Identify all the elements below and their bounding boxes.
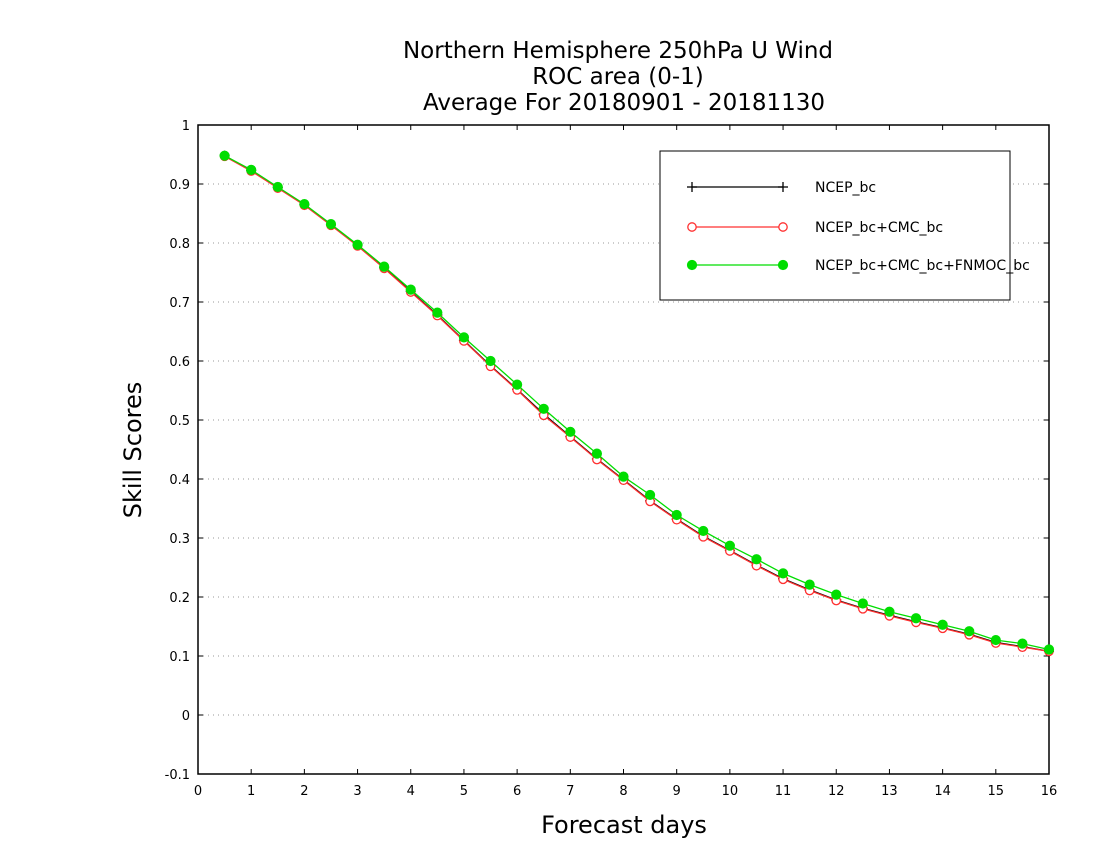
x-tick-label: 11 xyxy=(775,784,792,799)
y-tick-label: -0.1 xyxy=(165,768,190,783)
x-tick-label: 15 xyxy=(988,784,1005,799)
data-point xyxy=(591,448,603,459)
data-point xyxy=(272,181,283,193)
x-tick-label: 13 xyxy=(881,784,898,799)
legend-box xyxy=(659,150,1011,301)
data-point xyxy=(246,164,257,175)
legend-marker-start xyxy=(687,222,697,232)
y-tick-label: 0 xyxy=(182,709,190,724)
data-point xyxy=(937,619,948,630)
data-point xyxy=(352,239,363,250)
legend-marker-start xyxy=(687,182,697,192)
data-point xyxy=(857,598,868,609)
x-tick-label: 1 xyxy=(247,784,255,799)
x-axis-title: Forecast days xyxy=(541,811,707,839)
data-point xyxy=(884,606,895,617)
data-point xyxy=(565,426,576,437)
y-tick-label: 0.9 xyxy=(169,178,190,193)
y-tick-label: 0.2 xyxy=(169,591,190,606)
data-point xyxy=(777,568,789,579)
series-3 xyxy=(219,150,1055,655)
legend-items: NCEP_bc NCEP_bc+CMC_bc NCEP_bc+CMC_bc+FNMO… xyxy=(686,180,1030,274)
legend-label: NCEP_bc+CMC_bc xyxy=(815,220,943,236)
x-tick-label: 9 xyxy=(673,784,681,799)
title-line-1: Northern Hemisphere 250hPa U Wind xyxy=(403,38,833,64)
y-tick-label: 0.8 xyxy=(169,237,190,252)
data-point xyxy=(379,261,390,272)
data-point xyxy=(618,471,629,482)
y-tick-label: 0.3 xyxy=(169,532,190,547)
legend-item-3: NCEP_bc+CMC_bc+FNMOC_bc xyxy=(686,258,1030,274)
data-point xyxy=(1043,644,1055,655)
x-tick-label: 8 xyxy=(619,784,627,799)
legend-marker-start xyxy=(686,259,698,271)
legend-marker-end xyxy=(778,222,788,232)
axis-ticks: -0.100.10.20.30.40.50.60.70.80.910 1 2 3 4 5 6… xyxy=(165,119,1058,799)
data-point xyxy=(458,332,470,343)
y-tick-label: 0.1 xyxy=(169,650,190,665)
data-point xyxy=(964,626,975,637)
y-tick-label: 0.7 xyxy=(169,296,190,311)
y-tick-label: 0.4 xyxy=(169,473,190,488)
legend-item-1: NCEP_bc xyxy=(687,180,876,196)
data-point xyxy=(724,540,735,551)
chart-title: Northern Hemisphere 250hPa U Wind ROC ar… xyxy=(403,38,833,116)
series-layer xyxy=(219,150,1055,657)
x-tick-label: 5 xyxy=(460,784,468,799)
data-point xyxy=(698,525,709,537)
x-tick-label: 12 xyxy=(828,784,845,799)
data-point xyxy=(910,613,922,624)
x-tick-label: 16 xyxy=(1041,784,1058,799)
legend: NCEP_bc NCEP_bc+CMC_bc NCEP_bc+CMC_bc+FNMO… xyxy=(659,150,1030,301)
x-tick-label: 6 xyxy=(513,784,521,799)
legend-marker-end xyxy=(777,259,789,271)
legend-item-2: NCEP_bc+CMC_bc xyxy=(687,220,943,236)
data-point xyxy=(485,355,496,367)
legend-marker-end xyxy=(778,182,788,192)
data-point xyxy=(644,489,656,501)
legend-label: NCEP_bc+CMC_bc+FNMOC_bc xyxy=(815,258,1030,274)
data-point xyxy=(671,509,682,521)
y-tick-label: 0.6 xyxy=(169,355,190,370)
x-tick-label: 4 xyxy=(407,784,415,799)
data-point xyxy=(1017,638,1028,649)
data-point xyxy=(325,219,337,230)
data-point xyxy=(751,554,762,565)
x-tick-label: 10 xyxy=(722,784,739,799)
x-tick-label: 2 xyxy=(300,784,308,799)
x-tick-label: 3 xyxy=(353,784,361,799)
data-point xyxy=(538,403,549,414)
y-tick-label: 1 xyxy=(182,119,190,134)
data-point xyxy=(405,284,416,295)
legend-label: NCEP_bc xyxy=(815,180,876,196)
title-line-2: ROC area (0-1) xyxy=(532,64,704,90)
title-line-3: Average For 20180901 - 20181130 xyxy=(423,90,825,116)
data-point xyxy=(831,589,842,600)
data-point xyxy=(432,307,443,318)
x-tick-label: 14 xyxy=(934,784,951,799)
y-tick-label: 0.5 xyxy=(169,414,190,429)
x-tick-label: 0 xyxy=(194,784,202,799)
data-point xyxy=(512,379,523,390)
data-point xyxy=(219,150,230,161)
data-point xyxy=(299,198,310,210)
x-tick-label: 7 xyxy=(566,784,574,799)
y-axis-title: Skill Scores xyxy=(119,382,147,519)
data-point xyxy=(804,579,815,590)
data-point xyxy=(990,634,1001,646)
